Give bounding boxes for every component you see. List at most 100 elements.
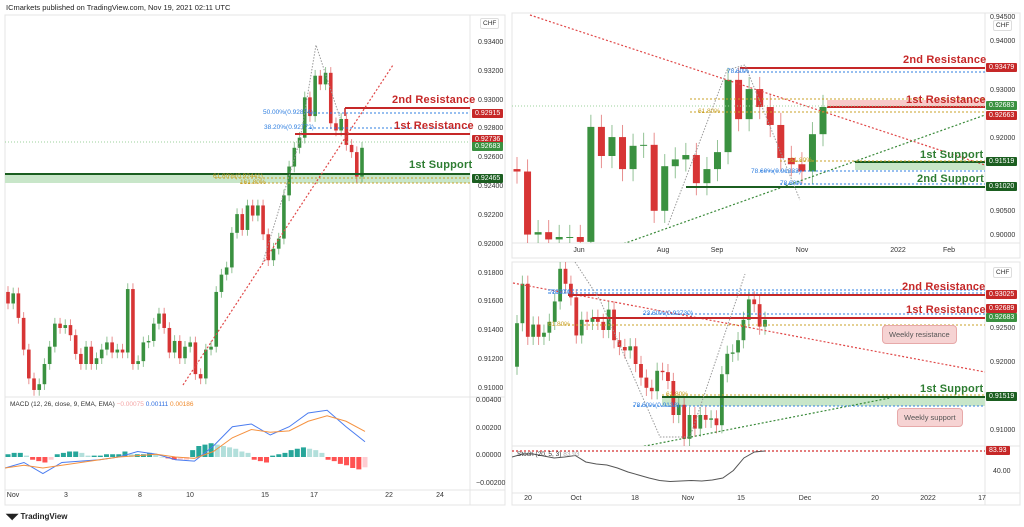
h4-candle (6, 291, 10, 304)
daily-candle (666, 372, 670, 381)
daily-fib-61b-label: 61.80% (666, 391, 689, 398)
h4-candle (271, 248, 276, 261)
daily-candle (633, 346, 638, 364)
macd-title: MACD (12, 26, close, 9, EMA, EMA) (10, 401, 115, 408)
daily-candle (703, 415, 708, 420)
left-time-tick: 10 (186, 492, 194, 499)
left-time-tick: 8 (138, 492, 142, 499)
macd-histogram-bar (73, 451, 79, 457)
macd-histogram-bar (282, 452, 288, 457)
daily-candle (746, 299, 751, 320)
weekly-1st-support-label: 1st Support (920, 149, 984, 161)
left-price-tick: 0.92000 (478, 240, 504, 248)
fib-61-label: 61.80%(0.92441) (213, 173, 263, 180)
clipB-group (512, 262, 985, 446)
daily-candle (736, 340, 740, 353)
h4-candle (344, 118, 349, 145)
weekly-time-tick: Sep (710, 247, 724, 254)
daily-price-badge: 0.93025 (986, 290, 1018, 299)
weekly-candle (524, 171, 532, 235)
h4-candle (287, 166, 291, 196)
macd-histogram-bar (122, 451, 128, 457)
macd-histogram-bar (42, 457, 48, 463)
h4-candle (58, 323, 62, 328)
weekly-price-badge: 0.91519 (986, 157, 1018, 166)
weekly-candle (555, 237, 563, 240)
macd-histogram-bar (294, 448, 300, 457)
h4-candle (21, 317, 26, 350)
h4-candle (136, 361, 140, 365)
h4-candle (297, 137, 302, 148)
macd-histogram-bar (300, 447, 306, 457)
macd-histogram-bar (208, 443, 214, 457)
daily-candle (660, 370, 665, 373)
stoch-badge: 83.93 (986, 446, 1010, 455)
daily-candle (536, 324, 541, 337)
h4-candle (209, 346, 213, 350)
left-time-tick: Nov (6, 492, 20, 499)
daily-2nd-resistance-label: 2nd Resistance (902, 281, 986, 293)
daily-fib-61a-label: 61.80% (548, 321, 571, 328)
clipL-group (5, 44, 470, 396)
h4-candle (313, 75, 317, 117)
macd-histogram-bar (270, 455, 276, 457)
h4-candle (334, 123, 338, 131)
weekly-candle (787, 157, 795, 165)
h4-candle (73, 335, 78, 354)
daily-candle (752, 299, 757, 305)
h4-candle (235, 214, 239, 233)
h4-candle (266, 234, 271, 261)
h4-candle (27, 349, 31, 379)
daily-candle (622, 347, 627, 351)
h4-candle (157, 313, 161, 324)
left-price-tick: 0.92600 (478, 154, 504, 162)
weekly-candle (724, 79, 732, 153)
tradingview-logo[interactable]: ◥◤ TradingView (6, 512, 68, 521)
weekly-time-tick: Feb (942, 247, 956, 254)
daily-candle (725, 353, 730, 375)
daily-price-tick: 0.92500 (990, 325, 1016, 332)
left-2nd-resistance-label: 2nd Resistance (392, 94, 476, 106)
macd-hist-value: −0.00075 (116, 401, 144, 408)
daily-1st-resistance-label: 1st Resistance (906, 304, 986, 316)
daily-time-tick: 2022 (920, 495, 936, 502)
macd-histogram-bar (153, 454, 159, 457)
weekly-candle (629, 145, 637, 170)
fib-50-label: 50.00%(0.92874) (263, 109, 313, 116)
left-time-tick: 17 (310, 492, 318, 499)
weekly-price-badge: 0.92663 (986, 111, 1018, 120)
h4-candle (214, 291, 219, 347)
weekly-candle (545, 232, 553, 240)
macd-tick: −0.00200 (476, 479, 506, 487)
h4-candle (323, 72, 328, 85)
daily-fib-23-label: 23.60%(0.92730) (643, 310, 693, 317)
macd-histogram-bar (257, 457, 263, 462)
macd-histogram-bar (196, 446, 202, 457)
daily-time-tick: 20 (871, 495, 879, 502)
daily-candle (655, 370, 660, 392)
weekly-resistance-note: Weekly resistance (882, 325, 957, 344)
h4-candle (282, 195, 286, 239)
macd-tick: 0.00400 (476, 397, 502, 404)
weekly-up-trendline (623, 114, 985, 243)
daily-candle (639, 364, 643, 378)
daily-candle (574, 297, 579, 336)
macd-histogram-bar (116, 454, 122, 457)
left-support-zone (5, 174, 470, 183)
h4-candle (172, 340, 177, 353)
h4-candle (328, 72, 333, 124)
daily-candle (525, 283, 530, 337)
macd-line (5, 409, 366, 475)
left-panel-frame (4, 14, 506, 506)
weekly-price-tick: 0.94500 (990, 13, 1016, 21)
daily-candle (741, 319, 746, 341)
publisher-header: ICmarkets published on TradingView.com, … (6, 3, 231, 12)
macd-histogram-bar (79, 452, 85, 457)
weekly-fib-78-label: 78.60% (727, 68, 750, 75)
weekly-panel-frame (511, 12, 1021, 259)
macd-histogram-bar (91, 455, 97, 457)
stoch-line (512, 450, 766, 483)
signal-line (5, 415, 366, 469)
daily-candle (542, 332, 546, 337)
